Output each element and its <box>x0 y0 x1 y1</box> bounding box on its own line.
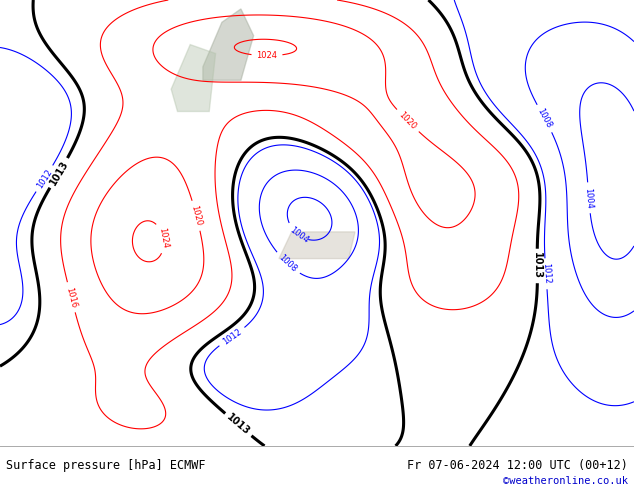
Text: ©weatheronline.co.uk: ©weatheronline.co.uk <box>503 476 628 487</box>
Text: 1012: 1012 <box>541 263 551 285</box>
Polygon shape <box>203 9 254 80</box>
Text: 1012: 1012 <box>221 327 243 346</box>
Text: 1008: 1008 <box>536 107 553 130</box>
Text: 1012: 1012 <box>35 167 54 190</box>
Text: 1008: 1008 <box>277 253 299 274</box>
Text: Fr 07-06-2024 12:00 UTC (00+12): Fr 07-06-2024 12:00 UTC (00+12) <box>407 459 628 472</box>
Text: 1020: 1020 <box>190 204 204 227</box>
Text: 1024: 1024 <box>256 51 278 60</box>
Text: 1013: 1013 <box>48 159 70 187</box>
Text: 1013: 1013 <box>533 252 543 279</box>
Text: 1024: 1024 <box>157 227 169 249</box>
Text: Surface pressure [hPa] ECMWF: Surface pressure [hPa] ECMWF <box>6 459 206 472</box>
Text: 1020: 1020 <box>397 110 418 131</box>
Polygon shape <box>171 45 216 112</box>
Polygon shape <box>279 232 355 259</box>
Text: 1013: 1013 <box>225 412 252 437</box>
Text: 1004: 1004 <box>288 225 310 245</box>
Text: 1016: 1016 <box>64 286 78 309</box>
Text: 1004: 1004 <box>583 187 594 209</box>
